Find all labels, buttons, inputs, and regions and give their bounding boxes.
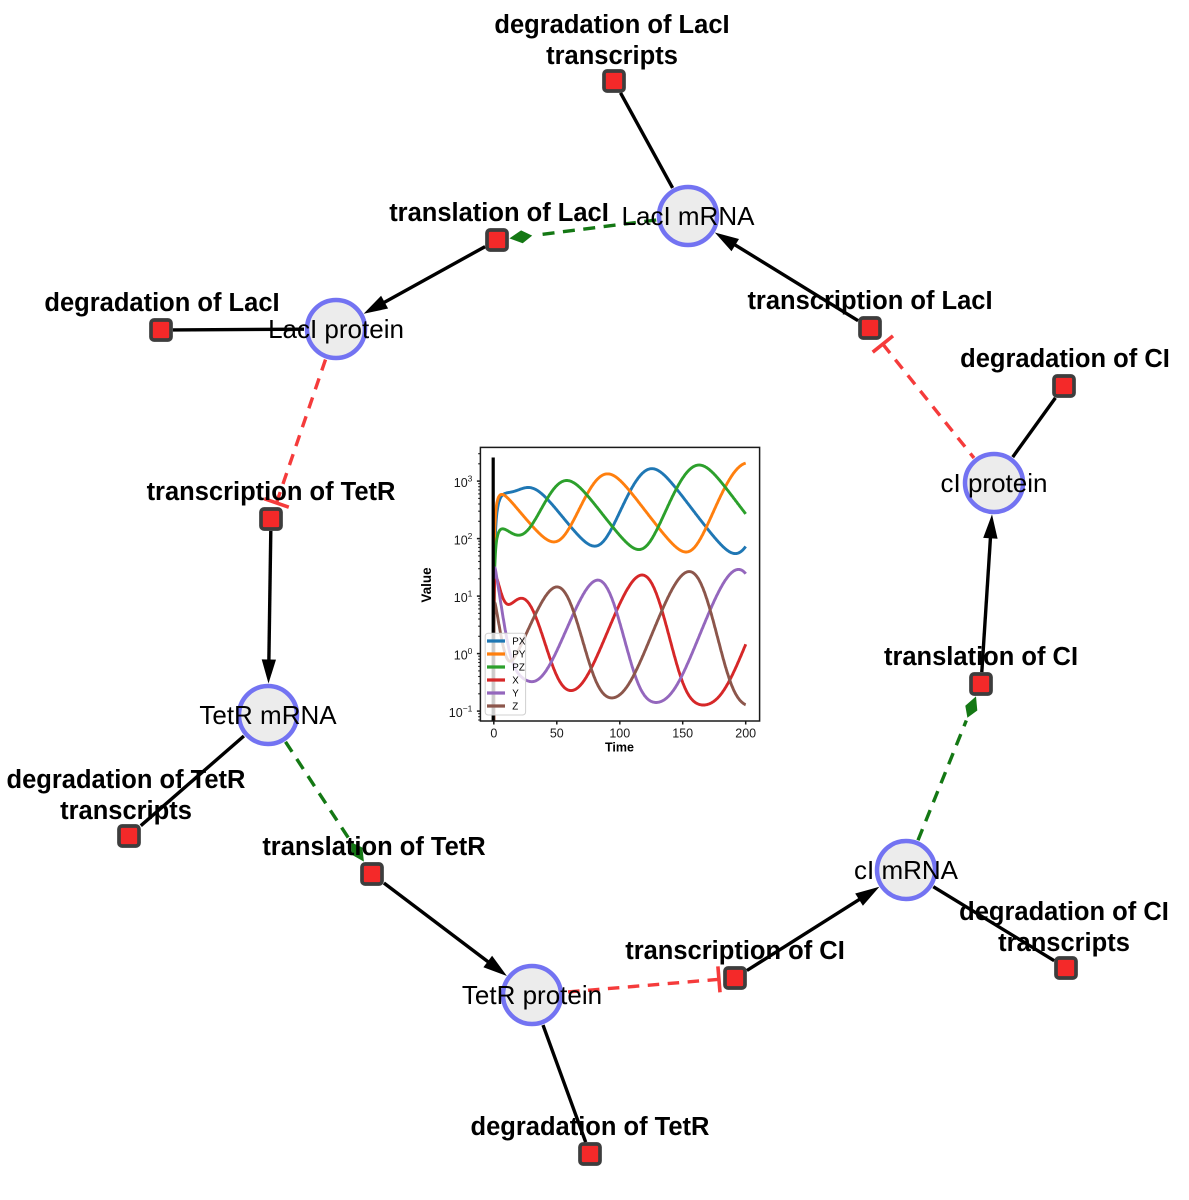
- svg-text:degradation of CI: degradation of CI: [959, 898, 1169, 926]
- svg-text:200: 200: [735, 727, 756, 741]
- svg-text:PY: PY: [512, 649, 526, 660]
- svg-text:transcription of LacI: transcription of LacI: [747, 287, 992, 315]
- svg-text:translation of LacI: translation of LacI: [389, 199, 609, 227]
- svg-text:Value: Value: [419, 567, 434, 603]
- svg-text:translation of CI: translation of CI: [884, 643, 1078, 671]
- svg-text:Y: Y: [512, 688, 519, 699]
- svg-text:50: 50: [550, 727, 564, 741]
- svg-text:PX: PX: [512, 636, 526, 647]
- svg-text:degradation of TetR: degradation of TetR: [471, 1113, 710, 1141]
- svg-text:TetR mRNA: TetR mRNA: [199, 700, 337, 730]
- svg-text:degradation of LacI: degradation of LacI: [494, 11, 729, 39]
- svg-text:transcripts: transcripts: [998, 929, 1130, 957]
- svg-text:cI mRNA: cI mRNA: [854, 855, 959, 885]
- svg-text:Time: Time: [605, 741, 634, 755]
- svg-text:translation of TetR: translation of TetR: [262, 833, 485, 861]
- svg-text:150: 150: [672, 727, 693, 741]
- svg-text:Z: Z: [512, 701, 518, 712]
- svg-text:TetR protein: TetR protein: [462, 980, 602, 1010]
- svg-text:LacI protein: LacI protein: [268, 314, 404, 344]
- svg-text:transcription of CI: transcription of CI: [625, 937, 845, 965]
- svg-text:0: 0: [490, 727, 497, 741]
- svg-text:LacI mRNA: LacI mRNA: [622, 201, 756, 231]
- svg-text:degradation of LacI: degradation of LacI: [44, 289, 279, 317]
- svg-text:100: 100: [609, 727, 630, 741]
- svg-text:transcription of TetR: transcription of TetR: [147, 478, 396, 506]
- svg-text:PZ: PZ: [512, 662, 525, 673]
- svg-text:degradation of CI: degradation of CI: [960, 345, 1170, 373]
- svg-text:degradation of TetR: degradation of TetR: [7, 766, 246, 794]
- svg-text:transcripts: transcripts: [60, 797, 192, 825]
- svg-text:X: X: [512, 675, 519, 686]
- svg-text:cI protein: cI protein: [941, 468, 1048, 498]
- svg-text:transcripts: transcripts: [546, 42, 678, 70]
